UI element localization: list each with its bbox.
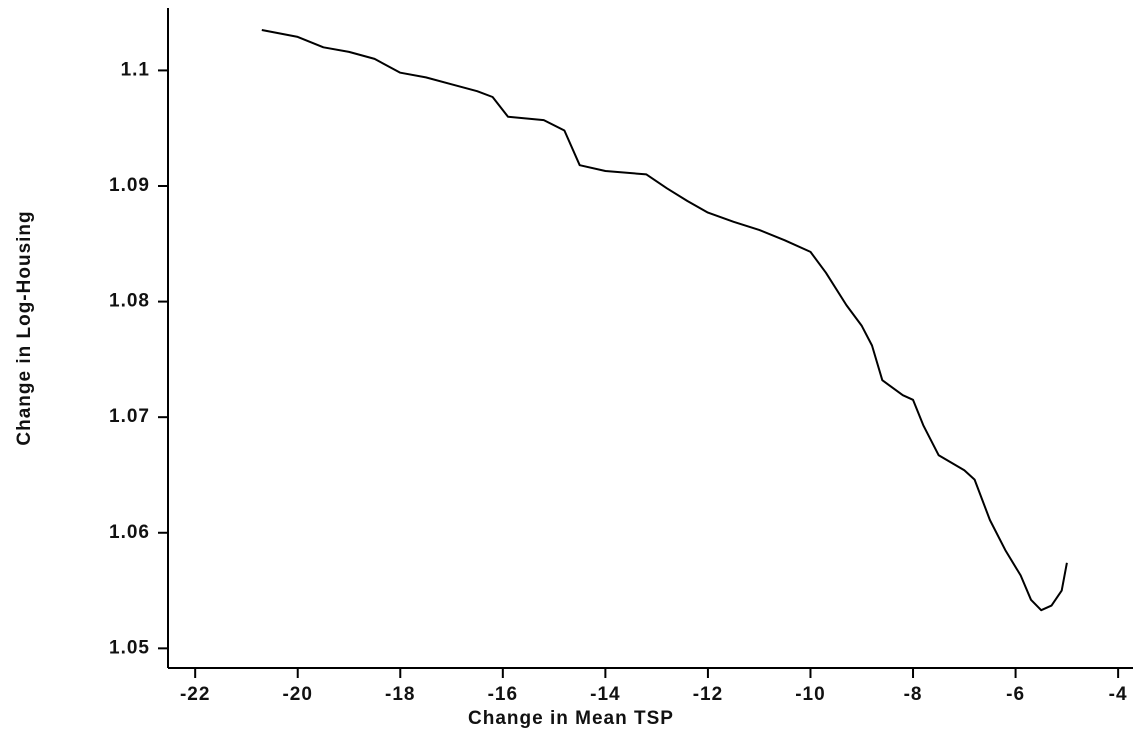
x-tick-label: -6 xyxy=(1006,684,1025,705)
x-axis-label: Change in Mean TSP xyxy=(468,708,674,729)
y-tick-label: 1.07 xyxy=(109,406,150,427)
x-tick-label: -14 xyxy=(590,684,620,705)
x-tick-label: -12 xyxy=(693,684,723,705)
y-tick-label: 1.09 xyxy=(109,175,150,196)
line xyxy=(261,29,1068,612)
y-tick-label: 1.1 xyxy=(121,59,150,80)
x-tick-label: -10 xyxy=(795,684,825,705)
y-axis-label: Change in Log-Housing xyxy=(14,210,35,445)
y-tick-label: 1.08 xyxy=(109,291,150,312)
x-tick-label: -16 xyxy=(488,684,518,705)
y-tick-label: 1.06 xyxy=(109,522,150,543)
x-tick-label: -22 xyxy=(180,684,210,705)
y-tick-label: 1.05 xyxy=(109,637,150,658)
x-tick-label: -4 xyxy=(1109,684,1128,705)
x-tick-label: -20 xyxy=(282,684,312,705)
x-tick-label: -8 xyxy=(904,684,923,705)
x-tick-label: -18 xyxy=(385,684,415,705)
